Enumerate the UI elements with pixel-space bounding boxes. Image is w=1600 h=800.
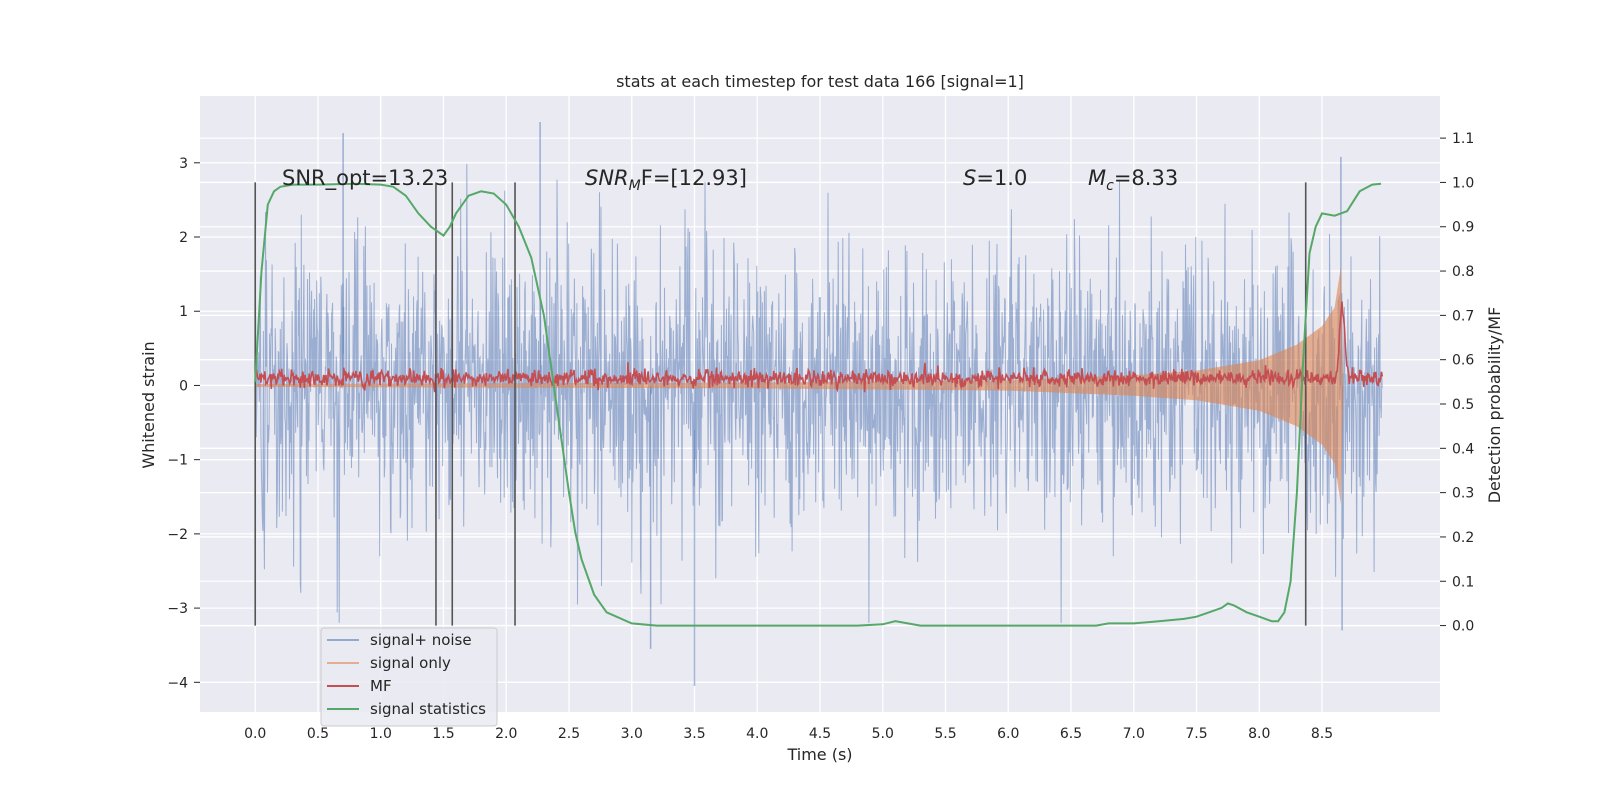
x-tick-label: 0.5 bbox=[307, 726, 329, 742]
x-tick-label: 8.0 bbox=[1248, 726, 1270, 742]
signal-only-envelope bbox=[255, 266, 1344, 505]
signal-only-series bbox=[255, 266, 1344, 505]
signal-noise-line bbox=[254, 163, 1383, 623]
x-tick-label: 2.5 bbox=[558, 726, 580, 742]
y-tick-label: −2 bbox=[167, 527, 188, 543]
legend-label-stat: signal statistics bbox=[370, 700, 486, 718]
annotation-s: S=1.0 bbox=[963, 166, 1027, 190]
y2-tick-label: 0.5 bbox=[1452, 397, 1474, 413]
legend-label-mf: MF bbox=[370, 677, 392, 695]
legend-frame bbox=[320, 627, 498, 727]
x-tick-label: 2.0 bbox=[495, 726, 517, 742]
y2-tick-label: 0.4 bbox=[1452, 441, 1474, 457]
y2-tick-label: 0.2 bbox=[1452, 530, 1474, 546]
mf-line bbox=[254, 301, 1384, 393]
x-axis-label: Time (s) bbox=[786, 745, 852, 764]
snr-mf-base: SNR bbox=[585, 166, 629, 190]
chart-title: stats at each timestep for test data 166… bbox=[616, 72, 1024, 91]
y2-tick-label: 1.0 bbox=[1452, 175, 1474, 191]
x-axis-ticks: 0.0 0.5 1.0 1.5 2.0 2.5 3.0 3.5 4.0 4.5 5.0 5.5 6.0 6… bbox=[244, 726, 1333, 742]
annotation-snr-mf: SNRMF=[12.93] bbox=[585, 166, 747, 194]
x-tick-label: 5.0 bbox=[872, 726, 894, 742]
x-tick-label: 7.0 bbox=[1123, 726, 1145, 742]
signal-statistics-line bbox=[254, 182, 1382, 627]
y2-tick-label: 0.3 bbox=[1452, 486, 1474, 502]
annotation-mc: Mc=8.33 bbox=[1088, 166, 1178, 194]
y2-tick-label: 0.0 bbox=[1452, 619, 1474, 635]
legend-label-noise: signal+ noise bbox=[370, 631, 472, 649]
x-tick-label: 7.5 bbox=[1185, 726, 1207, 742]
x-tick-label: 8.5 bbox=[1311, 726, 1333, 742]
x-tick-label: 0.0 bbox=[244, 726, 266, 742]
y-tick-label: −4 bbox=[167, 675, 188, 691]
y2-tick-label: 0.8 bbox=[1452, 264, 1474, 280]
plot-area bbox=[254, 122, 1384, 686]
snr-mf-sub: M bbox=[629, 178, 641, 194]
y2-tick-label: 0.9 bbox=[1452, 220, 1474, 236]
vertical-markers bbox=[254, 182, 1307, 626]
y-axis-label: Whitened strain bbox=[139, 341, 158, 468]
y2-tick-label: 1.1 bbox=[1452, 131, 1474, 147]
signal-noise-peaks bbox=[342, 122, 1343, 686]
y-tick-label: −3 bbox=[167, 601, 188, 617]
legend-label-signal-only: signal only bbox=[370, 654, 451, 672]
y-tick-label: 0 bbox=[179, 378, 188, 394]
y-tick-label: −1 bbox=[167, 453, 188, 469]
mc-value: =8.33 bbox=[1114, 166, 1178, 190]
y2-tick-label: 0.6 bbox=[1452, 353, 1474, 369]
y2-tick-label: 0.7 bbox=[1452, 308, 1474, 324]
y2-axis-ticks: 1.1 1.0 0.9 0.8 0.7 0.6 0.5 0.4 0.3 0.2 0.1 0.0 bbox=[1440, 131, 1474, 635]
x-tick-label: 1.5 bbox=[432, 726, 454, 742]
y2-axis-label: Detection probability/MF bbox=[1485, 307, 1504, 504]
y2-tick-label: 0.1 bbox=[1452, 574, 1474, 590]
s-value: =1.0 bbox=[976, 166, 1027, 190]
y-axis-ticks: 3 2 1 0 −1 −2 −3 −4 bbox=[167, 156, 200, 691]
x-tick-label: 3.0 bbox=[621, 726, 643, 742]
legend: signal+ noise signal only MF signal stat… bbox=[320, 627, 498, 727]
s-label: S bbox=[963, 166, 976, 190]
x-tick-label: 1.0 bbox=[370, 726, 392, 742]
x-tick-label: 5.5 bbox=[934, 726, 956, 742]
snr-mf-rest: F=[12.93] bbox=[641, 166, 747, 190]
mf-series bbox=[254, 301, 1384, 393]
y-tick-label: 2 bbox=[179, 230, 188, 246]
x-tick-label: 4.0 bbox=[746, 726, 768, 742]
signal-statistics-series bbox=[254, 182, 1382, 627]
y-tick-label: 1 bbox=[179, 304, 188, 320]
x-tick-label: 3.5 bbox=[683, 726, 705, 742]
annotation-snr-opt: SNR_opt=13.23 bbox=[282, 166, 448, 191]
x-tick-label: 6.0 bbox=[997, 726, 1019, 742]
x-tick-label: 4.5 bbox=[809, 726, 831, 742]
x-tick-label: 6.5 bbox=[1060, 726, 1082, 742]
mc-sub: c bbox=[1106, 178, 1114, 194]
signal-noise-series bbox=[254, 122, 1383, 686]
mc-label: M bbox=[1088, 166, 1106, 190]
y-tick-label: 3 bbox=[179, 156, 188, 172]
